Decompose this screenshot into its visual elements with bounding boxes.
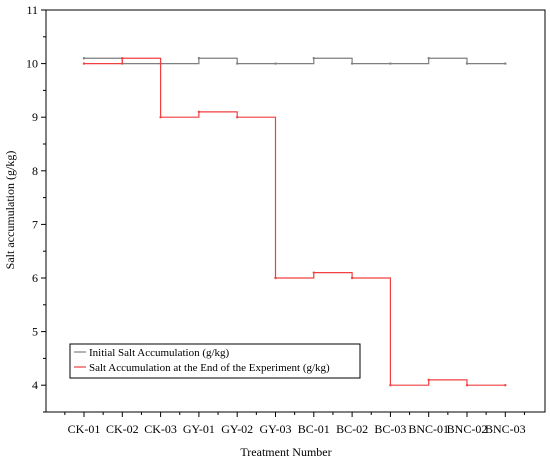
series-2-point: [121, 57, 124, 60]
x-tick-label: CK-03: [144, 422, 177, 436]
series-1-point: [389, 62, 392, 65]
y-tick-label: 7: [32, 217, 38, 231]
y-tick-label: 10: [26, 57, 38, 71]
series-1-point: [274, 62, 277, 65]
y-tick-label: 9: [32, 110, 38, 124]
series-1-point: [236, 62, 239, 65]
series-1-point: [504, 62, 507, 65]
x-tick-label: BNC-01: [408, 422, 449, 436]
series-2-point: [312, 271, 315, 274]
x-tick-label: BC-03: [374, 422, 406, 436]
plot-frame: [45, 9, 546, 413]
axes: 4 5 6 7 8 9 10 11 CK-01 CK-02 CK-03 GY-01 GY-02 GY-03…: [26, 3, 546, 436]
x-axis-title: Treatment Number: [240, 445, 331, 459]
legend-label-2: Salt Accumulation at the End of the Expe…: [89, 362, 330, 374]
series-1-point: [82, 57, 86, 60]
x-tick-label: BNC-03: [485, 422, 526, 436]
series-1-point: [350, 62, 354, 65]
series-2-point: [197, 110, 201, 114]
series-2-point: [427, 378, 430, 382]
legend: Initial Salt Accumulation (g/kg) Salt Acc…: [69, 343, 361, 379]
x-tick-label: BC-01: [298, 422, 330, 436]
series-2-point: [274, 276, 277, 280]
series-2-point: [82, 62, 86, 65]
y-tick-label: 5: [32, 325, 38, 339]
series-line-1: [84, 57, 506, 65]
series-2-point: [504, 384, 507, 387]
legend-box: [69, 343, 361, 379]
x-tick-label: GY-03: [260, 422, 292, 436]
x-tick-label: BNC-02: [447, 422, 488, 436]
x-tick-label: CK-01: [68, 422, 101, 436]
series-1-point: [197, 57, 201, 60]
x-tick-label: CK-02: [106, 422, 139, 436]
series-1-point: [427, 57, 430, 60]
series-2-point: [350, 276, 354, 280]
y-tick-label: 8: [32, 164, 38, 178]
x-tick-label: BC-02: [336, 422, 368, 436]
y-tick-label: 4: [32, 378, 38, 392]
y-tick-label: 6: [32, 271, 38, 285]
series-layer: [82, 57, 507, 387]
series-2-point: [159, 116, 162, 119]
legend-label-1: Initial Salt Accumulation (g/kg): [89, 347, 230, 359]
series-2-point: [465, 384, 469, 387]
series-1-point: [465, 62, 469, 65]
series-line-2: [84, 57, 506, 386]
y-axis-title: Salt accumulation (g/kg): [3, 151, 17, 270]
series-1-point: [312, 57, 315, 60]
series-2-point: [236, 116, 239, 119]
series-2-point: [389, 384, 392, 387]
x-tick-label: GY-02: [221, 422, 253, 436]
x-tick-label: GY-01: [183, 422, 215, 436]
y-tick-label: 11: [26, 3, 38, 17]
